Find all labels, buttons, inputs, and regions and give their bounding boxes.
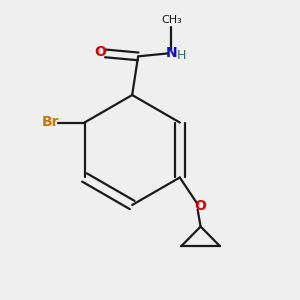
Text: O: O xyxy=(94,45,106,59)
Text: CH₃: CH₃ xyxy=(161,15,182,25)
Text: H: H xyxy=(176,49,186,62)
Text: Br: Br xyxy=(42,115,59,129)
Text: O: O xyxy=(194,199,206,213)
Text: N: N xyxy=(166,46,177,59)
